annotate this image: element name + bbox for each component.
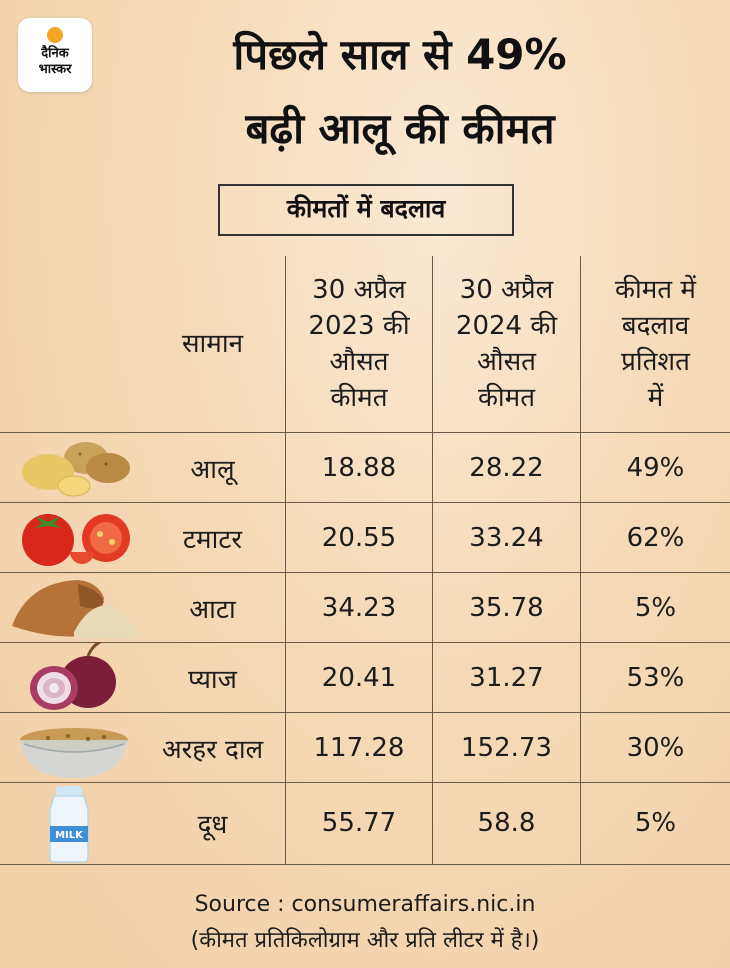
cell-price-2024: 28.22: [469, 452, 544, 483]
cell-price-2023: 18.88: [321, 452, 397, 483]
cell-price-2024: 152.73: [461, 732, 552, 763]
logo-line-2: भास्कर: [38, 62, 72, 77]
table-row-divider: [0, 432, 730, 433]
cell-item: आलू: [190, 454, 235, 485]
cell-item: अरहर दाल: [161, 734, 264, 765]
header-line: बदलाव: [621, 311, 690, 341]
header-change-percent: कीमत में बदलाव प्रतिशत में: [581, 256, 730, 432]
cell-item: आटा: [189, 594, 236, 625]
cell-price-2024: 58.8: [477, 808, 536, 838]
dainik-bhaskar-logo: दैनिक भास्कर: [18, 18, 92, 92]
header-price-2024: 30 अप्रैल 2024 की औसत कीमत: [433, 256, 580, 432]
cell-price-2023: 34.23: [321, 592, 397, 623]
cell-change: 5%: [634, 808, 677, 838]
header-line: कीमत में: [615, 275, 696, 305]
dal-bowl-icon: [20, 728, 128, 778]
table-column-divider: [432, 256, 433, 864]
table-row: आलू 18.88 28.22 49%: [0, 432, 730, 503]
header-line: 2024 की: [455, 311, 558, 341]
cell-price-2023: 20.41: [321, 662, 397, 693]
table-row: अरहर दाल 117.28 152.73 30%: [0, 712, 730, 783]
header-line: औसत: [329, 347, 389, 377]
table-row-divider: [0, 782, 730, 783]
header-line: 30 अप्रैल: [459, 275, 554, 305]
table-row: MILK दूध 55.77 58.8 5%: [0, 782, 730, 864]
units-note: (कीमत प्रतिकिलोग्राम और प्रति लीटर में ह…: [190, 928, 540, 953]
cell-item: टमाटर: [182, 524, 243, 555]
cell-change: 62%: [626, 522, 685, 553]
header-line: में: [647, 383, 664, 413]
header-line: कीमत: [477, 383, 536, 413]
page-title-line-1: पिछले साल से 49%: [233, 30, 567, 79]
tomato-icon: [22, 514, 130, 566]
header-item-text: सामान: [181, 329, 244, 359]
header-line: प्रतिशत: [621, 347, 690, 377]
cell-price-2023: 20.55: [321, 522, 397, 553]
header-line: 30 अप्रैल: [312, 275, 406, 305]
cell-item: प्याज: [188, 664, 237, 695]
cell-change: 5%: [634, 592, 677, 623]
table-row-divider: [0, 572, 730, 573]
table-row: प्याज 20.41 31.27 53%: [0, 642, 730, 713]
table-column-divider: [580, 256, 581, 864]
cell-price-2024: 33.24: [469, 522, 544, 553]
table-row-divider: [0, 642, 730, 643]
header-line: औसत: [477, 347, 536, 377]
table-row-divider: [0, 712, 730, 713]
cell-price-2023: 117.28: [313, 732, 405, 763]
table-row-divider: [0, 864, 730, 865]
table-column-divider: [285, 256, 286, 864]
table-subheading: कीमतों में बदलाव: [218, 184, 514, 236]
cell-change: 49%: [626, 452, 685, 483]
cell-price-2024: 31.27: [469, 662, 544, 693]
logo-sun-icon: [47, 27, 63, 43]
source-text: Source : consumeraffairs.nic.in: [194, 892, 536, 917]
potato-icon: [22, 442, 130, 497]
cell-change: 53%: [626, 662, 685, 693]
cell-item: दूध: [197, 810, 228, 840]
header-line: 2023 की: [308, 311, 410, 341]
header-price-2023: 30 अप्रैल 2023 की औसत कीमत: [286, 256, 432, 432]
cell-change: 30%: [626, 732, 685, 763]
cell-price-2024: 35.78: [469, 592, 544, 623]
header-line: कीमत: [330, 383, 388, 413]
logo-line-1: दैनिक: [41, 46, 69, 61]
cell-price-2023: 55.77: [321, 808, 397, 838]
onion-icon: [30, 642, 116, 710]
header-item: सामान: [140, 256, 285, 432]
table-row: टमाटर 20.55 33.24 62%: [0, 502, 730, 573]
milk-bottle-icon: MILK: [49, 786, 89, 863]
milk-label-text: MILK: [55, 830, 84, 841]
table-row: आटा 34.23 35.78 5%: [0, 572, 730, 643]
page-title-line-2: बढ़ी आलू की कीमत: [245, 104, 555, 153]
table-row-divider: [0, 502, 730, 503]
flour-sack-icon: [12, 580, 138, 638]
